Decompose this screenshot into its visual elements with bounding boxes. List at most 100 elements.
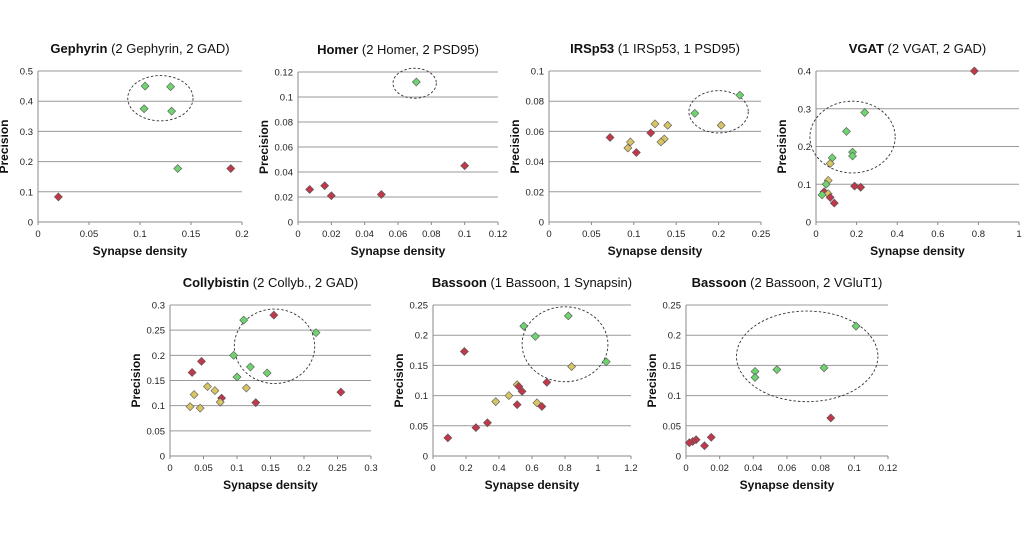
data-point-yellow [195, 403, 205, 413]
data-point-red [512, 400, 522, 410]
x-axis-label: Synapse density [93, 244, 188, 258]
chart-title-condition: (2 Homer, 2 PSD95) [358, 42, 479, 57]
x-tick-label: 0 [683, 463, 688, 474]
x-tick-label: 0.02 [710, 463, 729, 474]
x-tick-label: 0.08 [422, 229, 441, 240]
data-point-red [326, 191, 336, 201]
y-tick-label: 0 [676, 452, 681, 463]
data-point-yellow [656, 137, 666, 147]
data-point-yellow [210, 386, 220, 395]
data-point-red [376, 190, 386, 199]
highlight-ellipse [392, 67, 437, 99]
y-tick-label: 0.1 [531, 67, 544, 78]
data-point-red [700, 441, 709, 451]
chart-panel-3: IRSp53 (1 IRSp53, 1 PSD95) 0 0.02 0.04 0.06 0… [508, 41, 770, 258]
highlight-ellipse [127, 75, 194, 122]
data-point-yellow [532, 398, 542, 408]
y-axis-label: Precision [257, 120, 271, 174]
x-tick-label: 0.2 [850, 229, 863, 240]
x-axis-label: Synapse density [223, 478, 318, 492]
chart-title-protein: Bassoon [432, 275, 487, 290]
chart-title-condition: (2 VGAT, 2 GAD) [884, 41, 986, 56]
x-tick-label: 0.4 [891, 229, 904, 240]
y-tick-label: 0.08 [275, 118, 294, 129]
data-point-yellow [203, 382, 212, 391]
chart-title: Bassoon (1 Bassoon, 1 Synapsin) [432, 275, 632, 290]
y-axis-label: Precision [0, 119, 11, 173]
x-tick-label: 0.2 [297, 463, 310, 474]
data-point-green [601, 357, 611, 367]
y-tick-label: 0.1 [20, 187, 33, 198]
data-point-red [631, 148, 641, 157]
data-point-red [471, 423, 481, 433]
data-point-red [605, 133, 615, 142]
x-tick-label: 0.08 [811, 463, 830, 474]
y-tick-label: 0 [160, 452, 165, 463]
data-point-red [706, 432, 716, 442]
y-tick-label: 0.12 [275, 68, 294, 79]
x-tick-label: 0.05 [194, 463, 213, 474]
x-tick-label: 0.1 [627, 229, 640, 240]
data-point-green [519, 321, 529, 331]
highlight-ellipse [809, 100, 896, 174]
data-point-yellow [567, 362, 577, 372]
x-tick-label: 0.05 [80, 229, 99, 240]
chart-title-protein: Homer [317, 42, 358, 57]
x-tick-label: 0 [430, 463, 435, 474]
x-tick-label: 0.6 [931, 229, 944, 240]
data-point-green [166, 82, 176, 92]
y-axis-label: Precision [508, 119, 522, 173]
x-tick-label: 0.06 [778, 463, 797, 474]
y-tick-label: 0 [806, 218, 811, 229]
data-point-red [336, 387, 346, 397]
chart-title-protein: Gephyrin [50, 41, 107, 56]
data-point-green [530, 331, 540, 341]
y-tick-label: 0.4 [798, 67, 811, 78]
x-tick-label: 0.15 [667, 229, 686, 240]
data-point-red [826, 413, 836, 423]
y-axis-label: Precision [775, 119, 789, 173]
x-tick-label: 0.8 [972, 229, 985, 240]
chart-title-condition: (1 Bassoon, 1 Synapsin) [487, 275, 632, 290]
y-tick-label: 0.2 [668, 331, 681, 342]
y-tick-label: 0.4 [20, 97, 33, 108]
x-axis-label: Synapse density [740, 478, 835, 492]
x-tick-label: 0.02 [322, 229, 341, 240]
chart-title-protein: IRSp53 [570, 41, 614, 56]
x-tick-label: 0.1 [230, 463, 243, 474]
data-point-green [311, 328, 321, 338]
chart-panel-4: VGAT (2 VGAT, 2 GAD) 0 0.1 0.2 0.3 0.4 0 0.2 0.4… [775, 41, 1022, 258]
data-point-green [750, 373, 760, 382]
x-tick-label: 0.04 [355, 229, 374, 240]
data-point-green [735, 90, 745, 100]
y-tick-label: 0 [28, 218, 33, 229]
x-tick-label: 0.25 [752, 229, 771, 240]
data-point-green [772, 365, 782, 375]
chart-panel-6: Bassoon (1 Bassoon, 1 Synapsin) 0 0.05 0.1 0… [392, 275, 638, 492]
x-tick-label: 0.12 [489, 229, 508, 240]
data-point-green [851, 321, 861, 331]
data-point-green [821, 179, 831, 189]
data-point-red [269, 310, 279, 320]
x-tick-label: 0.15 [182, 229, 201, 240]
y-tick-label: 0.08 [526, 97, 545, 108]
x-tick-label: 0.4 [492, 463, 505, 474]
y-tick-label: 0.2 [415, 331, 428, 342]
data-point-green [563, 311, 573, 321]
data-point-red [459, 347, 469, 356]
data-point-yellow [716, 120, 726, 130]
data-point-red [646, 128, 656, 138]
chart-title-protein: Collybistin [183, 275, 250, 290]
chart-panel-2: Homer (2 Homer, 2 PSD95) 0 0.02 0.04 0.06 0.0… [257, 42, 507, 258]
data-point-red [684, 438, 694, 448]
data-point-green [239, 315, 249, 325]
y-tick-label: 0.04 [526, 157, 545, 168]
data-point-red [517, 386, 527, 396]
data-point-red [305, 185, 315, 194]
chart-title: Collybistin (2 Collyb., 2 GAD) [183, 275, 359, 290]
data-point-red [320, 181, 330, 191]
y-tick-label: 0.1 [798, 180, 811, 191]
highlight-ellipse [736, 310, 879, 403]
data-point-red [460, 161, 470, 171]
